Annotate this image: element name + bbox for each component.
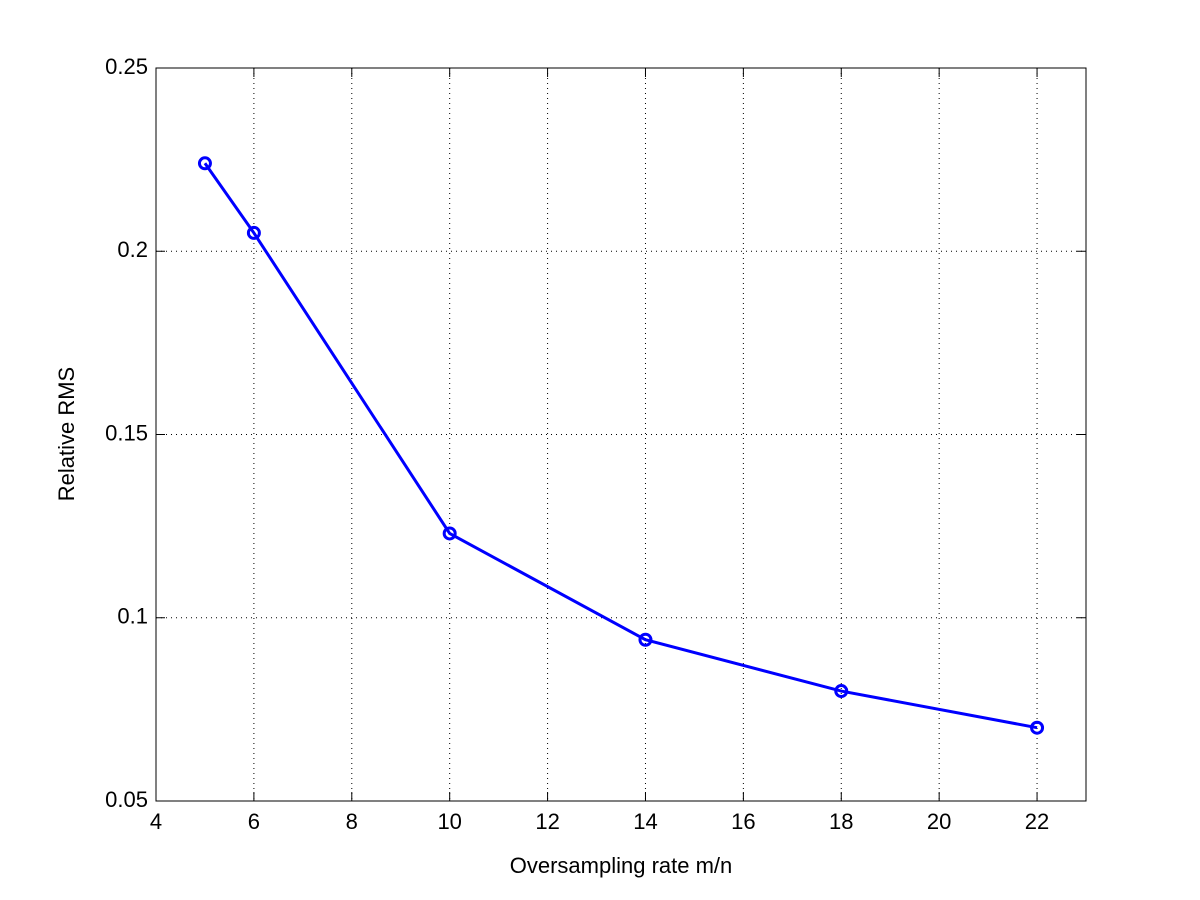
data-line: [203, 162, 1038, 730]
x-tick-label: 4: [150, 809, 162, 834]
x-tick-label: 12: [535, 809, 559, 834]
x-tick-label: 10: [437, 809, 461, 834]
x-tick-label: 18: [829, 809, 853, 834]
data-point: [246, 225, 261, 240]
y-axis-label: Relative RMS: [54, 367, 79, 501]
y-tick-label: 0.1: [117, 604, 148, 629]
y-tick-label: 0.05: [105, 787, 148, 812]
y-tick-label: 0.15: [105, 420, 148, 445]
plot-frame: [155, 67, 1087, 802]
data-point: [638, 632, 653, 647]
data-point: [834, 684, 849, 699]
x-tick-label: 16: [731, 809, 755, 834]
x-tick-label: 14: [633, 809, 657, 834]
data-point: [442, 526, 457, 541]
x-tick-label: 8: [346, 809, 358, 834]
x-axis-label: Oversampling rate m/n: [510, 853, 733, 878]
x-tick-label: 22: [1025, 809, 1049, 834]
data-point: [197, 156, 212, 171]
y-tick-label: 0.2: [117, 237, 148, 262]
x-tick-label: 20: [927, 809, 951, 834]
x-tick-label: 6: [248, 809, 260, 834]
y-tick-label: 0.25: [105, 54, 148, 79]
data-point: [1030, 720, 1045, 735]
